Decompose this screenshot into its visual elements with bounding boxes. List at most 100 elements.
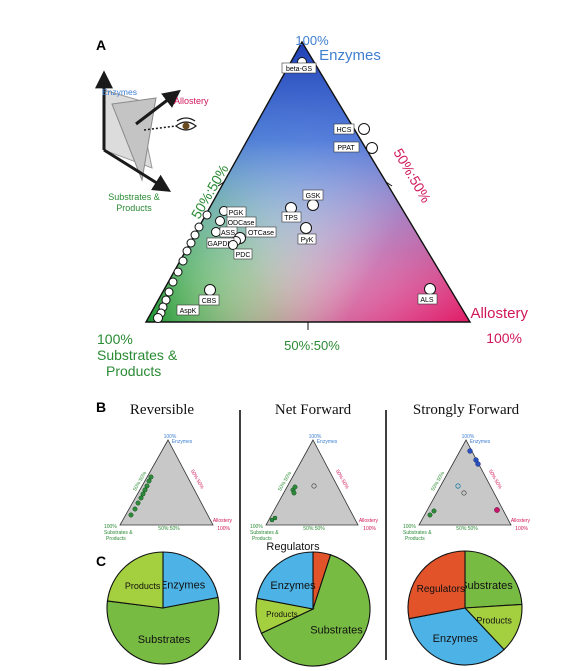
pie-label-products: Products <box>476 616 512 626</box>
point-label: beta-GS <box>286 66 312 73</box>
pie-strongly-forward: Substrates Products Enzymes Regulators <box>407 550 523 666</box>
small-data-point <box>128 512 134 518</box>
small-top-name: Enzymes <box>470 439 491 445</box>
main-ternary: 100% Enzymes 50%:50% 50%:50% 50%:50% All… <box>97 33 528 379</box>
data-point <box>164 287 174 297</box>
small-ternary-strongly-forward: 100% Enzymes 50%:50% 50%:50% 50%:50% All… <box>403 434 530 542</box>
column-title-reversible: Reversible <box>130 402 194 418</box>
pie-label-products: Products <box>125 581 161 591</box>
small-data-point <box>132 506 138 512</box>
substrates-axis-arrow <box>103 148 172 192</box>
small-left-pct: 100% <box>104 524 117 530</box>
point-cbs: CBS <box>198 284 220 306</box>
top-name-label: Enzymes <box>319 47 381 64</box>
schematic-products-label: Products <box>116 203 152 213</box>
pie-slice-enzymes <box>408 607 505 666</box>
pie-slice-substrates <box>106 596 220 665</box>
small-data-point <box>467 448 473 454</box>
small-ternary-net-forward: 100% Enzymes 50%:50% 50%:50% 50%:50% All… <box>250 434 378 542</box>
right-name-label: Allostery <box>470 305 528 322</box>
point-pdc: PDC <box>228 240 253 260</box>
pie-label-enzymes: Enzymes <box>160 579 206 591</box>
column-title-strongly-forward: Strongly Forward <box>413 402 520 418</box>
small-left-name: Substrates & <box>250 530 279 536</box>
pie-net-forward: Regulators Substrates Products Enzymes <box>255 541 371 667</box>
small-top-name: Enzymes <box>317 439 338 445</box>
point-aspk: AspK <box>153 304 200 323</box>
point-label: PDC <box>236 252 251 259</box>
pie-slice-substrates <box>260 554 371 667</box>
point-ass: ASS <box>211 226 238 238</box>
small-data-point <box>427 512 433 518</box>
small-left-name-2: Products <box>405 536 425 542</box>
pie-label-enzymes: Enzymes <box>433 633 479 645</box>
point-label: GSK <box>306 193 321 200</box>
schematic-substrates-label: Substrates & <box>108 192 160 202</box>
small-triangle-shape <box>418 439 512 526</box>
small-right-name: Allostery <box>511 518 531 524</box>
point-pyk: PyK <box>297 222 317 245</box>
small-top-pct: 100% <box>309 434 322 440</box>
schematic-enzymes-label: Enzymes <box>102 87 137 97</box>
point-label: CBS <box>202 298 217 305</box>
small-left-name: Substrates & <box>403 530 432 536</box>
left-name-label-2: Products <box>106 363 161 379</box>
pie-slice-enzymes <box>162 551 219 609</box>
point-beta-gs: beta-GS <box>281 57 317 74</box>
pie-label-regulators: Regulators <box>417 584 465 595</box>
left-mid-tick <box>217 181 225 187</box>
point-odcase: ODCase <box>215 216 257 228</box>
pie-slice-products <box>106 551 164 609</box>
small-data-point <box>461 490 467 496</box>
view-line <box>143 125 177 131</box>
pie-label-regulators: Regulators <box>266 541 320 553</box>
small-data-point <box>138 495 144 501</box>
point-ppat: PPAT <box>333 141 378 154</box>
small-data-point <box>475 461 481 467</box>
small-top-name: Enzymes <box>172 439 193 445</box>
small-top-pct: 100% <box>462 434 475 440</box>
small-data-point <box>148 474 154 480</box>
point-label: OTCase <box>248 230 274 237</box>
point-label: ASS <box>221 230 235 237</box>
small-right-pct: 100% <box>515 526 528 532</box>
eye-icon <box>175 117 197 131</box>
point-label: PGK <box>229 210 244 217</box>
small-right-pct: 100% <box>363 526 376 532</box>
top-percent-label: 100% <box>295 33 329 48</box>
small-top-pct: 100% <box>164 434 177 440</box>
small-left-name-2: Products <box>252 536 272 542</box>
point-label: ALS <box>420 297 434 304</box>
left-percent-label: 100% <box>97 331 133 347</box>
small-left-name-2: Products <box>106 536 126 542</box>
schematic-allostery-label: Allostery <box>174 96 209 106</box>
point-label: PPAT <box>337 145 355 152</box>
column-title-net-forward: Net Forward <box>275 402 352 418</box>
small-left-pct: 100% <box>250 524 263 530</box>
data-point <box>168 277 178 287</box>
point-label: ODCase <box>228 220 255 227</box>
data-point <box>190 230 200 240</box>
pie-label-substrates: Substrates <box>460 580 513 592</box>
small-data-point <box>135 500 141 506</box>
small-bottom-mid: 50%:50% <box>456 526 478 532</box>
small-right-name: Allostery <box>359 518 379 524</box>
panel-label-c: C <box>96 553 106 569</box>
pie-slice-enzymes <box>256 551 314 610</box>
data-point <box>202 210 212 220</box>
ternary-gradient-enzymes <box>146 42 470 322</box>
small-left-pct: 100% <box>403 524 416 530</box>
bottom-mid-label: 50%:50% <box>284 338 340 353</box>
data-point <box>186 238 196 248</box>
data-point <box>173 267 183 277</box>
pie-reversible: Enzymes Substrates Products <box>106 551 220 665</box>
point-als: ALS <box>417 283 438 305</box>
small-right-pct: 100% <box>217 526 230 532</box>
small-triangle-shape <box>265 439 359 526</box>
small-data-point <box>431 508 437 514</box>
small-triangle-shape <box>119 439 214 526</box>
point-gsk: GSK <box>302 189 324 211</box>
pie-slice-substrates <box>464 550 523 609</box>
point-pgk: PGK <box>219 206 247 218</box>
